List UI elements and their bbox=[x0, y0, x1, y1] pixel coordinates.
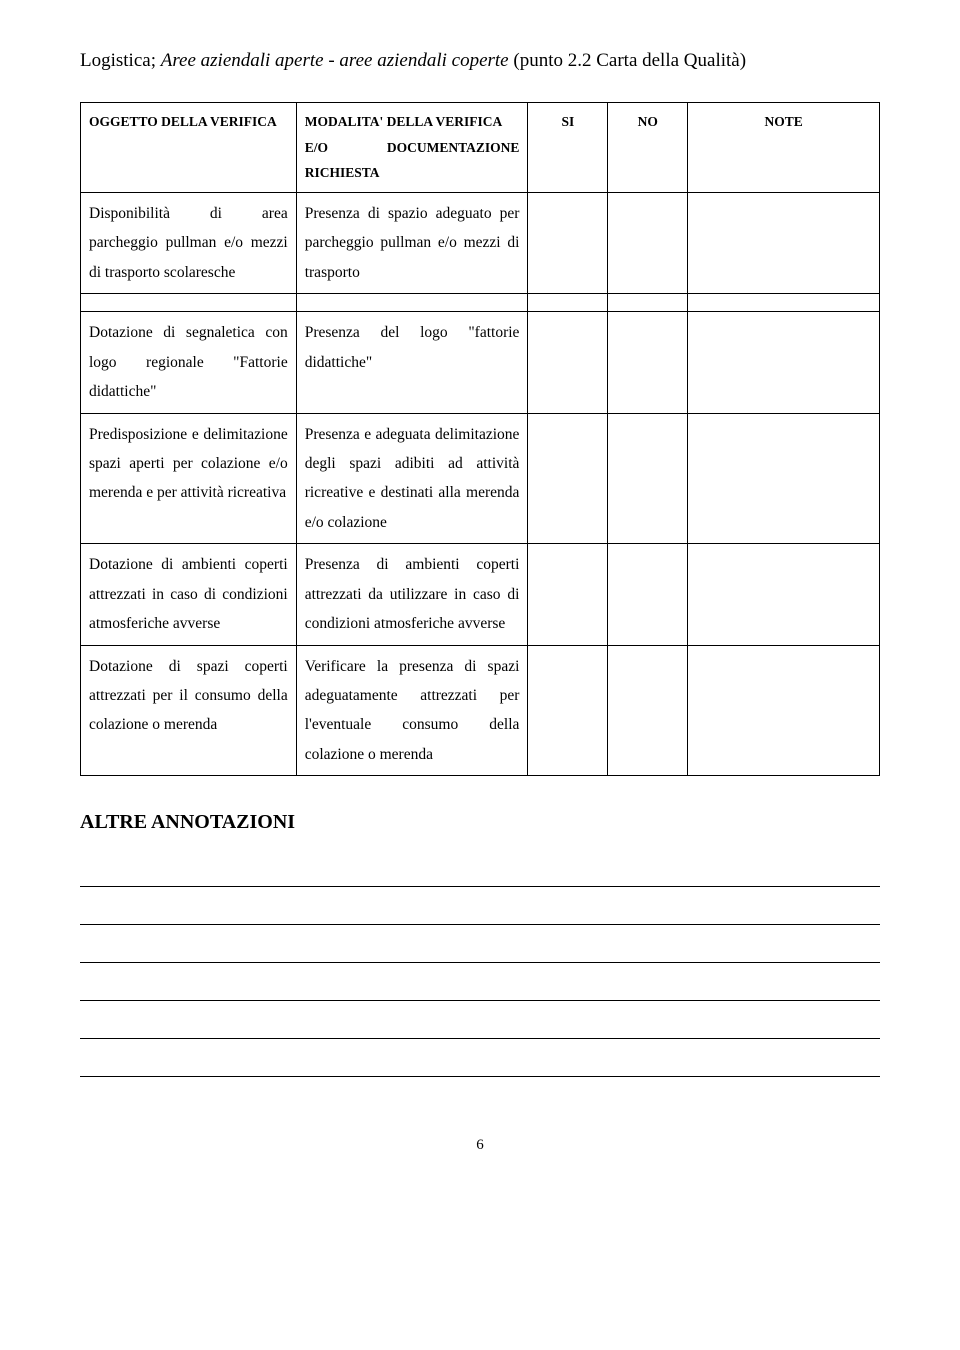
table-cell bbox=[528, 544, 608, 645]
table-cell bbox=[528, 192, 608, 293]
spacer-cell bbox=[81, 294, 297, 312]
spacer-cell bbox=[688, 294, 880, 312]
annotation-line bbox=[80, 973, 880, 1001]
table-row: Dotazione di spazi coperti attrezzati pe… bbox=[81, 645, 297, 776]
spacer-cell bbox=[528, 294, 608, 312]
table-cell bbox=[608, 544, 688, 645]
table-cell bbox=[688, 192, 880, 293]
table-cell bbox=[608, 645, 688, 776]
page-title: Logistica; Aree aziendali aperte - aree … bbox=[80, 50, 880, 72]
spacer-cell bbox=[296, 294, 528, 312]
header-no: NO bbox=[608, 103, 688, 193]
annotation-line bbox=[80, 859, 880, 887]
title-suffix: (punto 2.2 Carta della Qualità) bbox=[509, 50, 746, 71]
table-row: Dotazione di ambienti coperti attrezzati… bbox=[81, 544, 297, 645]
table-cell bbox=[688, 413, 880, 544]
verification-table: OGGETTO DELLA VERIFICA MODALITA' DELLA V… bbox=[80, 102, 880, 776]
annotation-line bbox=[80, 1011, 880, 1039]
header-modalita-line3: RICHIESTA bbox=[305, 160, 520, 186]
table-cell bbox=[608, 192, 688, 293]
header-modalita-line1: MODALITA' DELLA VERIFICA bbox=[305, 109, 520, 135]
header-modalita-line2: E/O DOCUMENTAZIONE bbox=[305, 135, 520, 161]
spacer-cell bbox=[608, 294, 688, 312]
table-cell bbox=[528, 312, 608, 413]
table-row: Predisposizione e delimitazione spazi ap… bbox=[81, 413, 297, 544]
table-cell bbox=[608, 312, 688, 413]
table-cell bbox=[608, 413, 688, 544]
table-cell bbox=[688, 312, 880, 413]
header-modalita: MODALITA' DELLA VERIFICA E/O DOCUMENTAZI… bbox=[296, 103, 528, 193]
annotation-line bbox=[80, 897, 880, 925]
title-italic: Aree aziendali aperte - aree aziendali c… bbox=[161, 50, 509, 71]
section-heading-annotazioni: ALTRE ANNOTAZIONI bbox=[80, 811, 880, 834]
page-number: 6 bbox=[80, 1137, 880, 1154]
table-row: Presenza di spazio adeguato per parchegg… bbox=[296, 192, 528, 293]
annotation-line bbox=[80, 1049, 880, 1077]
table-row: Presenza e adeguata delimitazione degli … bbox=[296, 413, 528, 544]
table-row: Disponibilità di area parcheggio pullman… bbox=[81, 192, 297, 293]
table-cell bbox=[688, 645, 880, 776]
annotation-line bbox=[80, 935, 880, 963]
table-row: Presenza di ambienti coperti attrezzati … bbox=[296, 544, 528, 645]
table-row: Dotazione di segnaletica con logo region… bbox=[81, 312, 297, 413]
table-cell bbox=[528, 645, 608, 776]
table-row: Presenza del logo "fattorie didattiche" bbox=[296, 312, 528, 413]
title-prefix: Logistica; bbox=[80, 50, 161, 71]
table-cell bbox=[688, 544, 880, 645]
table-row: Verificare la presenza di spazi adeguata… bbox=[296, 645, 528, 776]
table-cell bbox=[528, 413, 608, 544]
header-si: SI bbox=[528, 103, 608, 193]
header-oggetto: OGGETTO DELLA VERIFICA bbox=[81, 103, 297, 193]
header-note: NOTE bbox=[688, 103, 880, 193]
